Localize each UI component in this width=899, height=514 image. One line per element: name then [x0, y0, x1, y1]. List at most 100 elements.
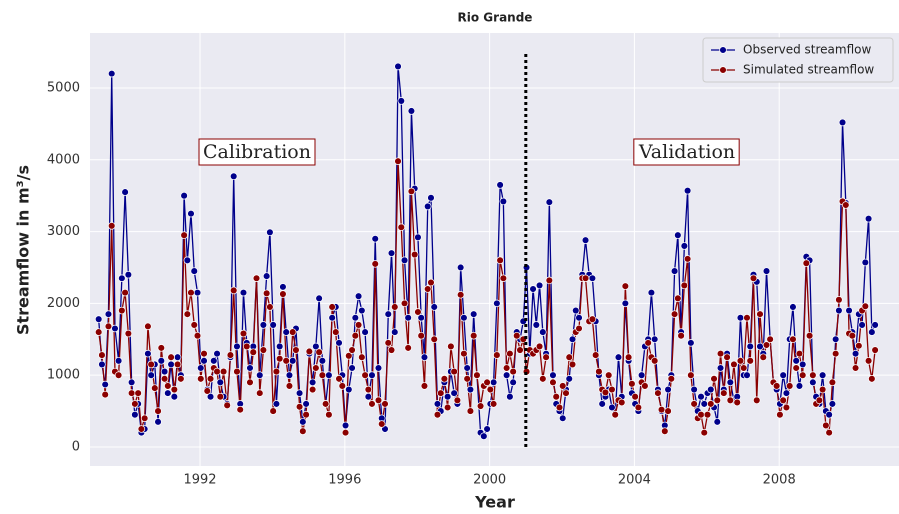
data-point: [798, 360, 807, 369]
data-point: [502, 371, 511, 379]
data-point: [868, 328, 876, 336]
legend: Observed streamflow Simulated streamflow: [702, 37, 894, 83]
data-point: [532, 321, 541, 329]
data-point: [549, 371, 557, 379]
data-point: [114, 357, 123, 365]
data-point: [707, 400, 715, 408]
data-point: [239, 329, 248, 338]
data-point: [394, 62, 402, 71]
annotation: Validation: [638, 141, 735, 163]
data-point: [242, 342, 251, 351]
data-point: [716, 349, 725, 358]
data-point: [144, 322, 152, 331]
data-point: [358, 353, 366, 361]
data-point: [624, 353, 633, 361]
data-point: [568, 360, 577, 369]
data-point: [154, 407, 162, 415]
y-axis-label: Streamflow in m³/s: [14, 165, 33, 335]
data-point: [469, 310, 478, 318]
data-point: [650, 335, 659, 344]
data-point: [756, 342, 764, 351]
data-point: [621, 299, 630, 308]
data-point: [282, 328, 290, 336]
data-point: [104, 310, 113, 318]
data-point: [269, 321, 277, 329]
data-point: [499, 197, 508, 206]
data-point: [697, 392, 705, 401]
data-point: [308, 385, 317, 394]
data-point: [216, 392, 225, 401]
data-point: [371, 235, 379, 243]
data-point: [288, 328, 297, 336]
data-point: [842, 201, 850, 209]
data-point: [809, 378, 817, 387]
data-point: [535, 342, 544, 351]
data-point: [858, 321, 866, 329]
data-point: [219, 367, 228, 376]
labels: 1992 1996 2000 2004 2008 0 1000 2000 3000 4000 500…: [47, 37, 894, 488]
data-point: [631, 392, 639, 401]
data-point: [644, 339, 652, 347]
data-point: [354, 321, 363, 329]
data-point: [848, 331, 857, 340]
data-point: [262, 272, 271, 280]
data-point: [611, 410, 619, 419]
data-point: [302, 400, 310, 408]
data-point: [558, 414, 567, 423]
data-point: [516, 346, 524, 354]
data-point: [835, 306, 843, 315]
data-point: [118, 274, 126, 283]
data-point: [173, 360, 182, 369]
data-point: [318, 357, 327, 365]
data-point: [581, 236, 590, 244]
data-point: [170, 392, 179, 401]
data-point: [177, 375, 185, 383]
data-point: [480, 432, 488, 440]
data-point: [341, 428, 350, 437]
data-point: [723, 353, 731, 361]
data-point: [332, 328, 340, 336]
data-point: [710, 375, 718, 383]
data-point: [726, 396, 735, 405]
data-point: [348, 364, 356, 372]
data-point: [400, 256, 409, 265]
data-point: [835, 296, 843, 304]
data-point: [206, 392, 215, 401]
data-point: [354, 292, 363, 300]
data-point: [193, 331, 202, 340]
data-point: [275, 342, 284, 351]
data-point: [650, 357, 659, 365]
annotation: Calibration: [203, 141, 311, 163]
data-point: [351, 313, 360, 322]
legend-label: Simulated streamflow: [743, 63, 874, 77]
data-point: [98, 360, 106, 369]
data-point: [325, 371, 333, 379]
data-point: [427, 278, 435, 287]
data-point: [700, 400, 709, 408]
data-point: [473, 371, 481, 379]
data-point: [229, 286, 238, 295]
data-point: [545, 198, 554, 206]
data-point: [229, 172, 238, 181]
data-point: [249, 348, 257, 356]
data-point: [368, 400, 376, 408]
marks: [94, 52, 879, 447]
data-point: [144, 349, 152, 358]
data-point: [825, 428, 833, 437]
data-point: [667, 375, 676, 383]
data-point: [558, 382, 567, 390]
data-point: [496, 181, 504, 189]
data-point: [805, 331, 814, 340]
data-point: [124, 270, 133, 279]
legend-box: [702, 37, 894, 83]
data-point: [542, 353, 550, 361]
data-point: [795, 349, 804, 358]
data-point: [690, 385, 698, 394]
data-point: [700, 428, 709, 437]
data-point: [739, 364, 748, 372]
data-point: [325, 410, 333, 419]
data-point: [131, 410, 139, 419]
data-point: [433, 410, 442, 419]
data-point: [335, 375, 343, 383]
data-point: [654, 389, 662, 397]
